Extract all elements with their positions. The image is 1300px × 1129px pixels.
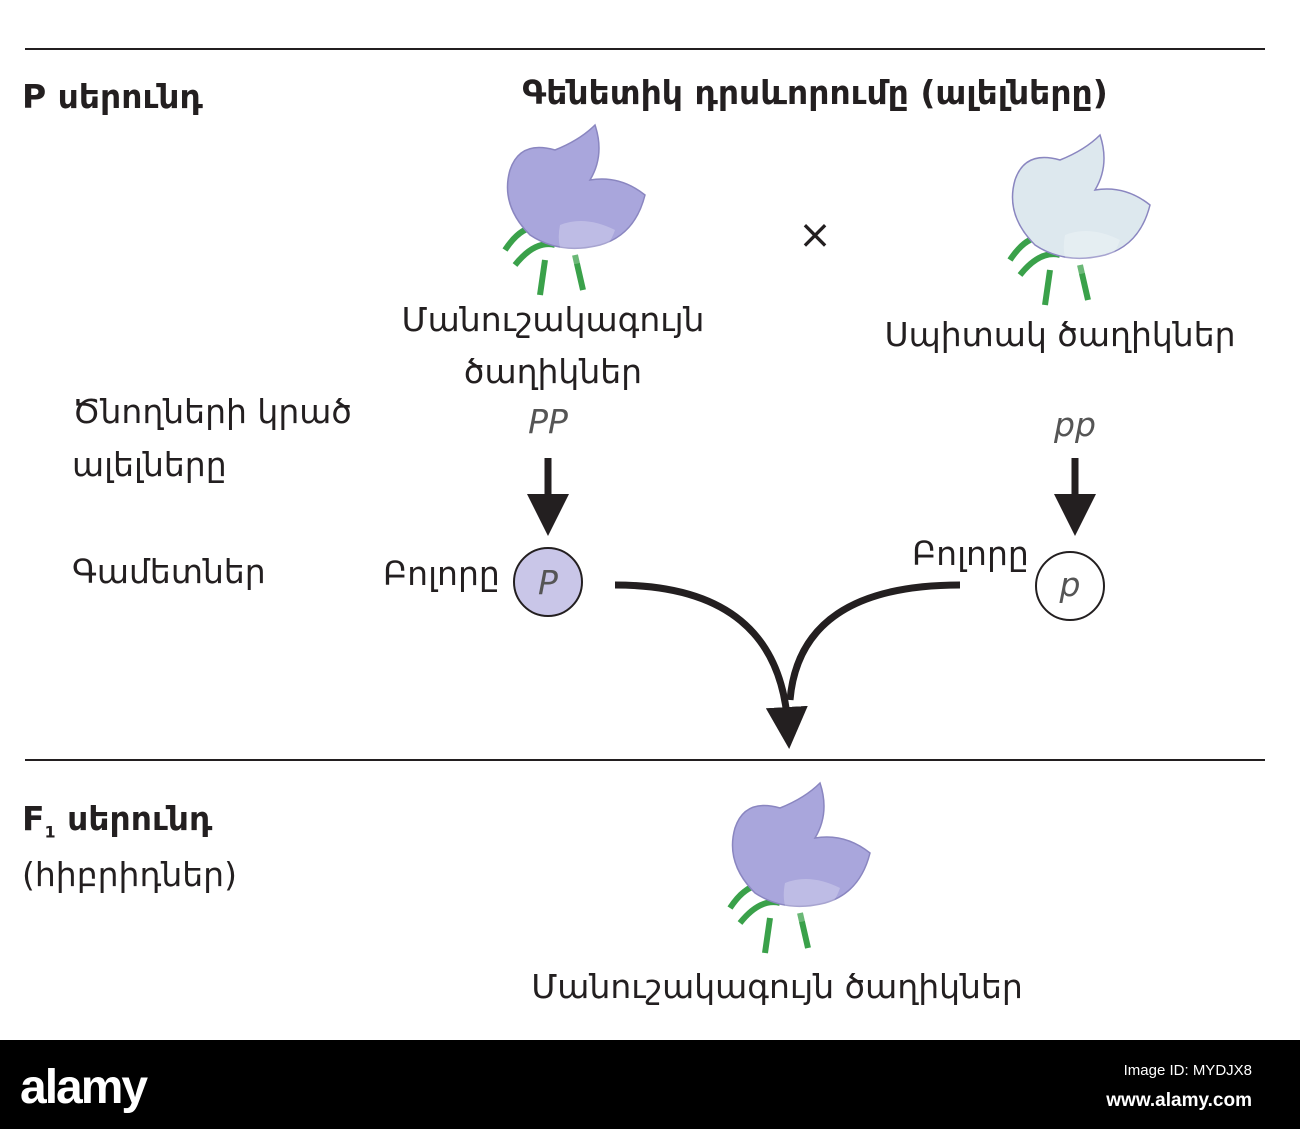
gamete-P-allele: P	[538, 563, 558, 602]
white-flower-icon	[1010, 135, 1150, 305]
purple-flower-label-2: ծաղիկներ	[463, 352, 643, 391]
gamete-P-label: Բոլորը	[383, 554, 500, 593]
curve-arrow-left	[614, 581, 808, 749]
watermark-bar: alamy Image ID: MYDJX8 www.alamy.com	[0, 1040, 1300, 1129]
f1-sub: 1	[44, 822, 56, 842]
gamete-P-circle	[513, 547, 583, 617]
site-url: www.alamy.com	[1106, 1090, 1252, 1111]
alleles-label-2: ալելները	[72, 445, 227, 484]
f1-sublabel: (հիբրիդներ)	[22, 855, 237, 894]
f1-result-label: Մանուշակագույն ծաղիկներ	[531, 967, 1023, 1006]
purple-flower-label-1: Մանուշակագույն	[401, 300, 705, 339]
gamete-p-label: Բոլորը	[912, 534, 1029, 573]
image-id: Image ID: MYDJX8	[1123, 1062, 1252, 1079]
alleles-label-1: Ծնողների կրած	[72, 392, 352, 431]
gamete-p-allele: p	[1059, 565, 1081, 604]
f1-prefix: F	[22, 799, 45, 838]
f1-suffix: սերունդ	[55, 799, 213, 838]
white-flower-label: Սպիտակ ծաղիկներ	[884, 315, 1236, 354]
p-generation-label: P սերունդ	[22, 77, 203, 116]
curve-arrow-right	[786, 581, 961, 701]
purple-alleles: PP	[528, 402, 568, 441]
f1-purple-flower-icon	[730, 783, 870, 953]
purple-flower-icon	[505, 125, 645, 295]
gametes-label: Գամետներ	[72, 552, 266, 591]
diagram-graphics	[25, 48, 1265, 1040]
gamete-p-circle	[1035, 551, 1105, 621]
cross-symbol: ×	[798, 212, 832, 258]
alamy-logo: alamy	[20, 1061, 148, 1114]
genotype-header: Գենետիկ դրսևորումը (ալելները)	[522, 73, 1108, 112]
f1-generation-label: F1 սերունդ	[22, 802, 212, 841]
white-alleles: pp	[1054, 405, 1096, 444]
